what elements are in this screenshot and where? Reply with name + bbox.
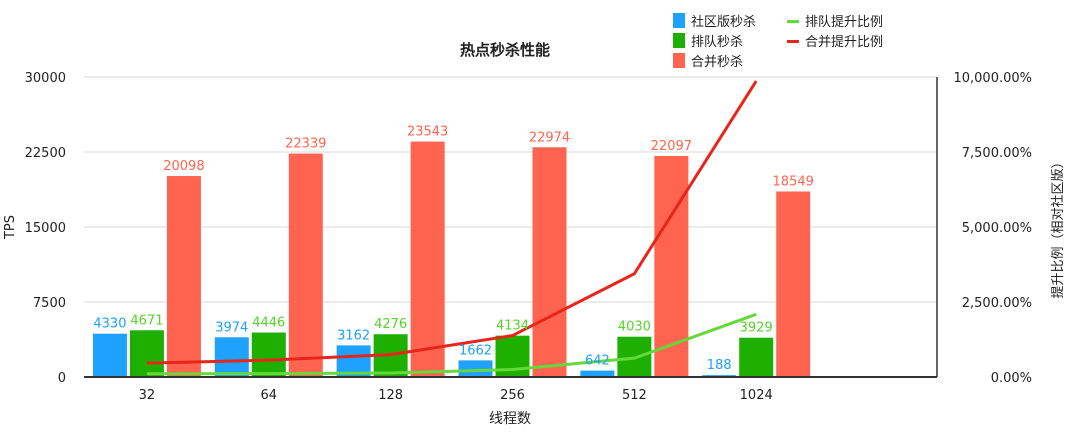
x-tick-label: 256 bbox=[500, 388, 525, 403]
y2-tick-label: 0.00% bbox=[991, 371, 1032, 386]
data-label: 1662 bbox=[459, 343, 492, 358]
bar-2-256 bbox=[532, 147, 567, 377]
chart-title: 热点秒杀性能 bbox=[460, 41, 550, 59]
legend-label: 社区版秒杀 bbox=[691, 14, 756, 30]
data-label: 4030 bbox=[618, 320, 651, 335]
data-label: 4276 bbox=[374, 317, 407, 332]
data-label: 642 bbox=[585, 354, 610, 369]
data-label: 3929 bbox=[740, 321, 773, 336]
legend-swatch bbox=[673, 33, 685, 48]
x-tick-label: 512 bbox=[622, 388, 647, 403]
x-tick-label: 1024 bbox=[740, 388, 773, 403]
data-label: 4446 bbox=[252, 316, 285, 331]
bar-2-32 bbox=[166, 176, 201, 377]
y-tick-label: 30000 bbox=[25, 71, 66, 86]
legend-swatch bbox=[673, 53, 685, 68]
bar-2-64 bbox=[288, 153, 323, 377]
bar-1-64 bbox=[251, 332, 286, 377]
x-tick-label: 32 bbox=[139, 388, 156, 403]
data-label: 4671 bbox=[130, 313, 163, 328]
legend-swatch bbox=[787, 20, 799, 23]
data-label: 20098 bbox=[163, 159, 204, 174]
bar-2-1024 bbox=[776, 191, 811, 377]
y-axis-label: TPS bbox=[3, 215, 18, 240]
bar-0-256 bbox=[458, 360, 493, 377]
y2-tick-label: 5,000.00% bbox=[962, 221, 1032, 236]
data-label: 4330 bbox=[93, 317, 126, 332]
y-tick-label: 15000 bbox=[25, 221, 66, 236]
legend-swatch bbox=[787, 40, 799, 43]
data-label: 4134 bbox=[496, 319, 529, 334]
line-series-1 bbox=[146, 80, 758, 365]
legend-label: 合并秒杀 bbox=[691, 55, 743, 70]
line-series-0 bbox=[146, 312, 757, 376]
bar-2-128 bbox=[410, 141, 445, 377]
y-tick-label: 7500 bbox=[33, 296, 66, 311]
data-label: 22339 bbox=[285, 137, 326, 152]
bar-1-1024 bbox=[739, 337, 774, 377]
data-label: 18549 bbox=[773, 175, 814, 190]
y2-tick-label: 7,500.00% bbox=[962, 146, 1032, 161]
data-label: 23543 bbox=[407, 125, 448, 140]
bar-0-512 bbox=[580, 370, 615, 377]
data-label: 188 bbox=[707, 358, 732, 373]
data-label: 3162 bbox=[337, 328, 370, 343]
bar-0-64 bbox=[214, 337, 249, 377]
y-tick-label: 0 bbox=[58, 371, 66, 386]
data-label: 3974 bbox=[215, 320, 248, 335]
x-tick-label: 64 bbox=[261, 388, 278, 403]
legend-label: 排队提升比例 bbox=[805, 14, 883, 30]
x-axis-label: 线程数 bbox=[489, 411, 531, 427]
bar-1-32 bbox=[129, 330, 164, 377]
y2-tick-label: 10,000.00% bbox=[953, 71, 1032, 86]
data-label: 22097 bbox=[651, 139, 692, 154]
legend-label: 合并提升比例 bbox=[805, 34, 883, 50]
legend-swatch bbox=[673, 13, 685, 28]
data-label: 22974 bbox=[529, 130, 570, 145]
bar-0-32 bbox=[92, 333, 127, 377]
x-tick-label: 128 bbox=[378, 388, 403, 403]
y2-axis-label: 提升比例（相对社区版） bbox=[1050, 155, 1066, 298]
legend-label: 排队秒杀 bbox=[691, 35, 743, 50]
y2-tick-label: 2,500.00% bbox=[962, 296, 1032, 311]
y-tick-label: 22500 bbox=[25, 146, 66, 161]
